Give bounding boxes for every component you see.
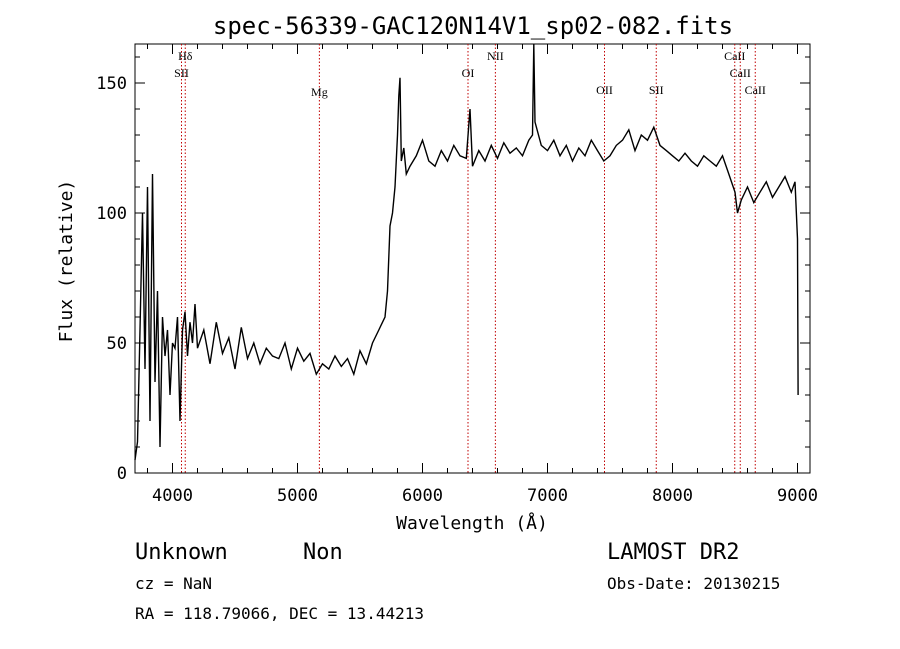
spectral-line-label: CaII bbox=[730, 66, 751, 80]
cz-text: cz = NaN bbox=[135, 574, 212, 593]
x-tick-label: 6000 bbox=[402, 486, 443, 506]
plot-frame bbox=[134, 43, 811, 474]
spectral-line-label: OII bbox=[596, 83, 613, 97]
spectral-line-label: NII bbox=[487, 49, 504, 63]
y-tick-label: 50 bbox=[107, 334, 127, 354]
x-tick-label: 9000 bbox=[777, 486, 818, 506]
x-tick-label: 7000 bbox=[527, 486, 568, 506]
y-tick-label: 150 bbox=[96, 74, 127, 94]
spectrum-line bbox=[134, 43, 799, 461]
spectral-line-label: CaII bbox=[745, 83, 766, 97]
obs-date-text: Obs-Date: 20130215 bbox=[607, 574, 780, 593]
y-axis-label: Flux (relative) bbox=[56, 180, 77, 343]
spectral-line-markers: Hδ SII Mg OI NII OII SII CaII CaII CaII bbox=[174, 44, 766, 473]
coords-text: RA = 118.79066, DEC = 13.44213 bbox=[135, 604, 424, 623]
y-tick-label: 100 bbox=[96, 204, 127, 224]
class-label: Unknown bbox=[135, 540, 228, 565]
x-tick-label: 8000 bbox=[652, 486, 693, 506]
subclass-label: Non bbox=[303, 540, 343, 565]
spectral-line-label: Hδ bbox=[178, 49, 193, 63]
spectral-line-label: SII bbox=[174, 66, 189, 80]
survey-label: LAMOST DR2 bbox=[607, 540, 739, 565]
spectral-line-label: OI bbox=[462, 66, 475, 80]
x-tick-label: 4000 bbox=[152, 486, 193, 506]
spectral-line-label: Mg bbox=[311, 85, 328, 99]
x-tick-label: 5000 bbox=[277, 486, 318, 506]
axis-ticks: 4000 5000 6000 7000 8000 9000 0 50 100 150 bbox=[96, 44, 818, 506]
spectrum-series bbox=[134, 43, 799, 461]
y-tick-label: 0 bbox=[117, 464, 127, 484]
spectral-line-label: CaII bbox=[724, 49, 745, 63]
spectral-line-label: SII bbox=[649, 83, 664, 97]
x-axis-label: Wavelength (Å) bbox=[396, 512, 548, 534]
chart-title: spec-56339-GAC120N14V1_sp02-082.fits bbox=[213, 12, 733, 40]
